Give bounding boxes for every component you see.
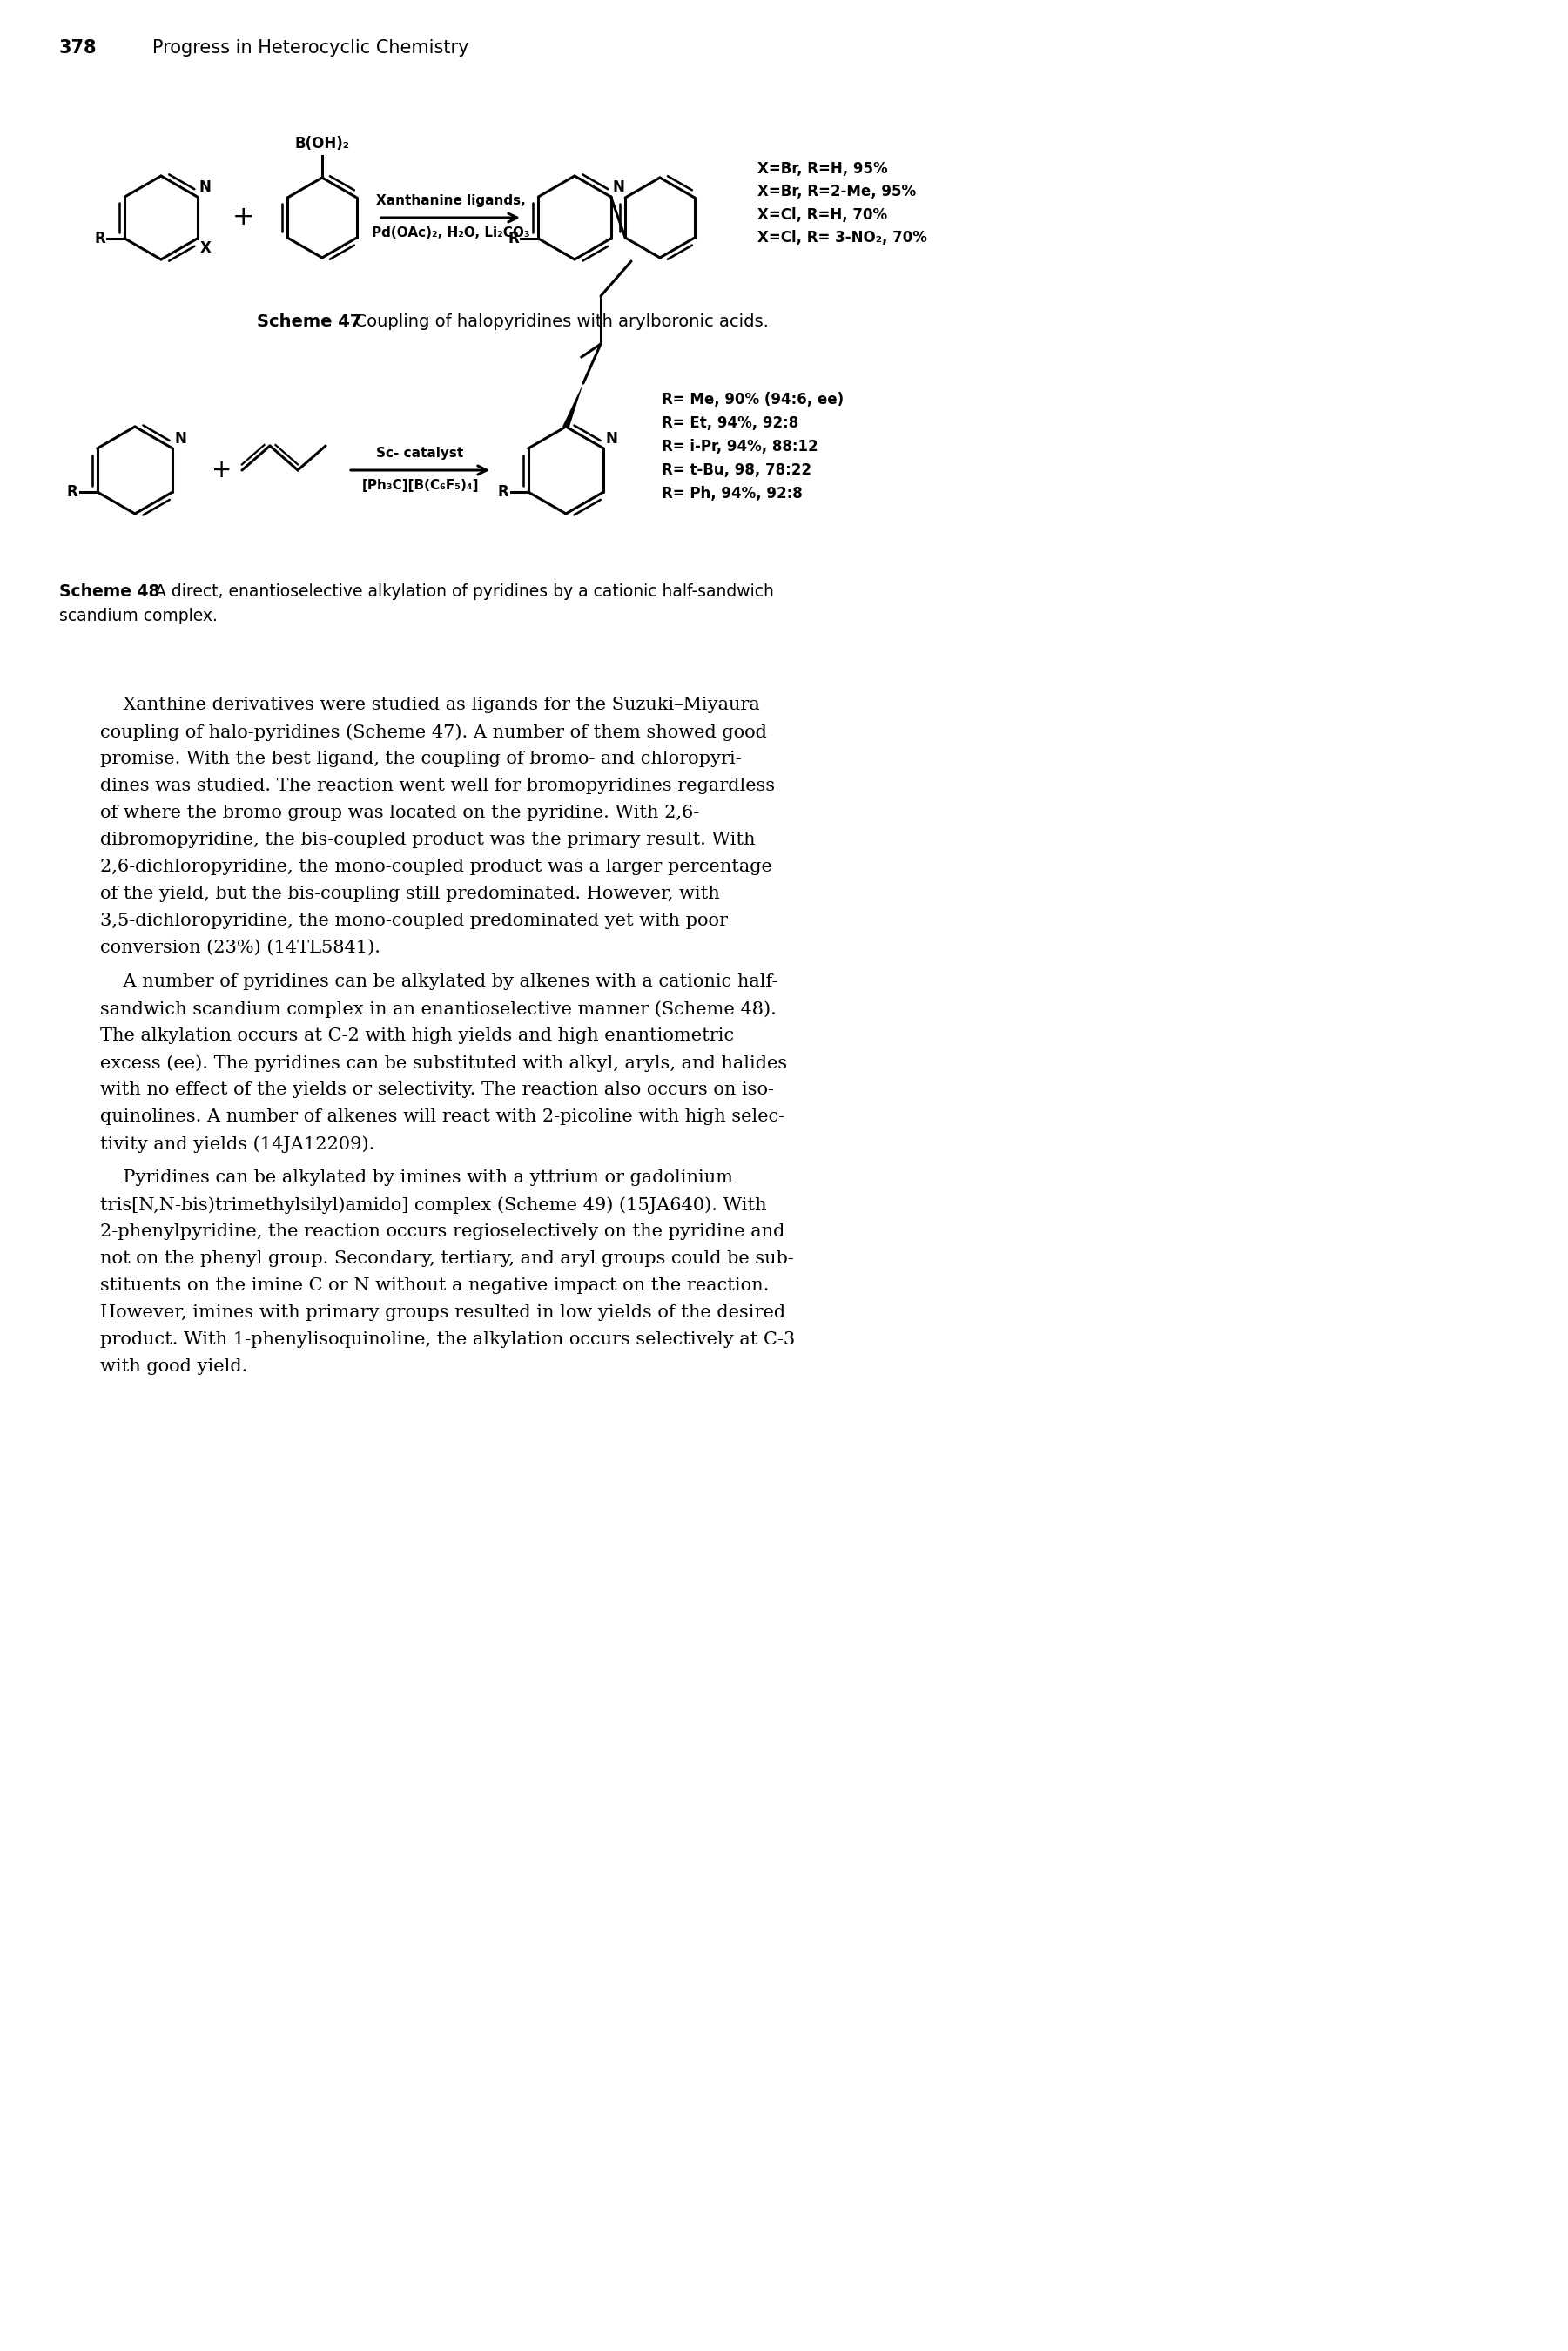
Text: B(OH)₂: B(OH)₂	[295, 136, 350, 150]
Text: Progress in Heterocyclic Chemistry: Progress in Heterocyclic Chemistry	[152, 40, 469, 56]
Text: +: +	[212, 458, 232, 482]
Text: Pd(OAc)₂, H₂O, Li₂CO₃: Pd(OAc)₂, H₂O, Li₂CO₃	[372, 226, 530, 240]
Text: A direct, enantioselective alkylation of pyridines by a cationic half-sandwich: A direct, enantioselective alkylation of…	[144, 583, 775, 600]
Text: coupling of halo-pyridines (Scheme 47). A number of them showed good: coupling of halo-pyridines (Scheme 47). …	[100, 724, 767, 741]
Text: not on the phenyl group. Secondary, tertiary, and aryl groups could be sub-: not on the phenyl group. Secondary, tert…	[100, 1251, 793, 1267]
Text: R: R	[67, 484, 78, 501]
Text: N: N	[605, 430, 618, 447]
Text: Scheme 48: Scheme 48	[60, 583, 160, 600]
Text: A number of pyridines can be alkylated by alkenes with a cationic half-: A number of pyridines can be alkylated b…	[100, 973, 778, 990]
Text: tris[N,N-bis)trimethylsilyl)amido] complex (Scheme 49) (15JA640). With: tris[N,N-bis)trimethylsilyl)amido] compl…	[100, 1197, 767, 1213]
Text: Sc- catalyst: Sc- catalyst	[376, 447, 464, 461]
Text: quinolines. A number of alkenes will react with 2-picoline with high selec-: quinolines. A number of alkenes will rea…	[100, 1107, 784, 1126]
Text: R: R	[94, 230, 105, 247]
Polygon shape	[563, 383, 583, 426]
Text: N: N	[199, 179, 212, 195]
Text: Pyridines can be alkylated by imines with a yttrium or gadolinium: Pyridines can be alkylated by imines wit…	[100, 1168, 734, 1185]
Text: 2,6-dichloropyridine, the mono-coupled product was a larger percentage: 2,6-dichloropyridine, the mono-coupled p…	[100, 858, 771, 875]
Text: R: R	[508, 230, 519, 247]
Text: Scheme 47: Scheme 47	[257, 313, 362, 329]
Text: promise. With the best ligand, the coupling of bromo- and chloropyri-: promise. With the best ligand, the coupl…	[100, 750, 742, 766]
Text: excess (ee). The pyridines can be substituted with alkyl, aryls, and halides: excess (ee). The pyridines can be substi…	[100, 1056, 787, 1072]
Text: [Ph₃C][B(C₆F₅)₄]: [Ph₃C][B(C₆F₅)₄]	[362, 480, 478, 491]
Text: However, imines with primary groups resulted in low yields of the desired: However, imines with primary groups resu…	[100, 1305, 786, 1321]
Text: R: R	[499, 484, 510, 501]
Text: 3,5-dichloropyridine, the mono-coupled predominated yet with poor: 3,5-dichloropyridine, the mono-coupled p…	[100, 912, 728, 929]
Text: 378: 378	[60, 40, 97, 56]
Text: product. With 1-phenylisoquinoline, the alkylation occurs selectively at C-3: product. With 1-phenylisoquinoline, the …	[100, 1331, 795, 1347]
Text: Coupling of halopyridines with arylboronic acids.: Coupling of halopyridines with arylboron…	[343, 313, 768, 329]
Text: +: +	[232, 205, 256, 230]
Text: scandium complex.: scandium complex.	[60, 609, 218, 625]
Text: N: N	[613, 179, 624, 195]
Text: Xanthanine ligands,: Xanthanine ligands,	[376, 195, 525, 207]
Text: dines was studied. The reaction went well for bromopyridines regardless: dines was studied. The reaction went wel…	[100, 778, 775, 795]
Text: of where the bromo group was located on the pyridine. With 2,6-: of where the bromo group was located on …	[100, 804, 699, 820]
Text: 2-phenylpyridine, the reaction occurs regioselectively on the pyridine and: 2-phenylpyridine, the reaction occurs re…	[100, 1223, 784, 1239]
Text: The alkylation occurs at C-2 with high yields and high enantiometric: The alkylation occurs at C-2 with high y…	[100, 1027, 734, 1044]
Text: conversion (23%) (14TL5841).: conversion (23%) (14TL5841).	[100, 940, 381, 957]
Text: tivity and yields (14JA12209).: tivity and yields (14JA12209).	[100, 1136, 375, 1152]
Text: dibromopyridine, the bis-coupled product was the primary result. With: dibromopyridine, the bis-coupled product…	[100, 832, 756, 849]
Text: with no effect of the yields or selectivity. The reaction also occurs on iso-: with no effect of the yields or selectiv…	[100, 1081, 775, 1098]
Text: of the yield, but the bis-coupling still predominated. However, with: of the yield, but the bis-coupling still…	[100, 886, 720, 903]
Text: X=Br, R=H, 95%
X=Br, R=2-Me, 95%
X=Cl, R=H, 70%
X=Cl, R= 3-NO₂, 70%: X=Br, R=H, 95% X=Br, R=2-Me, 95% X=Cl, R…	[757, 162, 927, 247]
Text: sandwich scandium complex in an enantioselective manner (Scheme 48).: sandwich scandium complex in an enantios…	[100, 1002, 776, 1018]
Text: N: N	[174, 430, 187, 447]
Text: with good yield.: with good yield.	[100, 1359, 248, 1375]
Text: X: X	[199, 240, 212, 256]
Text: R= Me, 90% (94:6, ee)
R= Et, 94%, 92:8
R= i-Pr, 94%, 88:12
R= t-Bu, 98, 78:22
R=: R= Me, 90% (94:6, ee) R= Et, 94%, 92:8 R…	[662, 393, 844, 501]
Text: stituents on the imine C or N without a negative impact on the reaction.: stituents on the imine C or N without a …	[100, 1277, 768, 1293]
Text: Xanthine derivatives were studied as ligands for the Suzuki–Miyaura: Xanthine derivatives were studied as lig…	[100, 696, 760, 712]
